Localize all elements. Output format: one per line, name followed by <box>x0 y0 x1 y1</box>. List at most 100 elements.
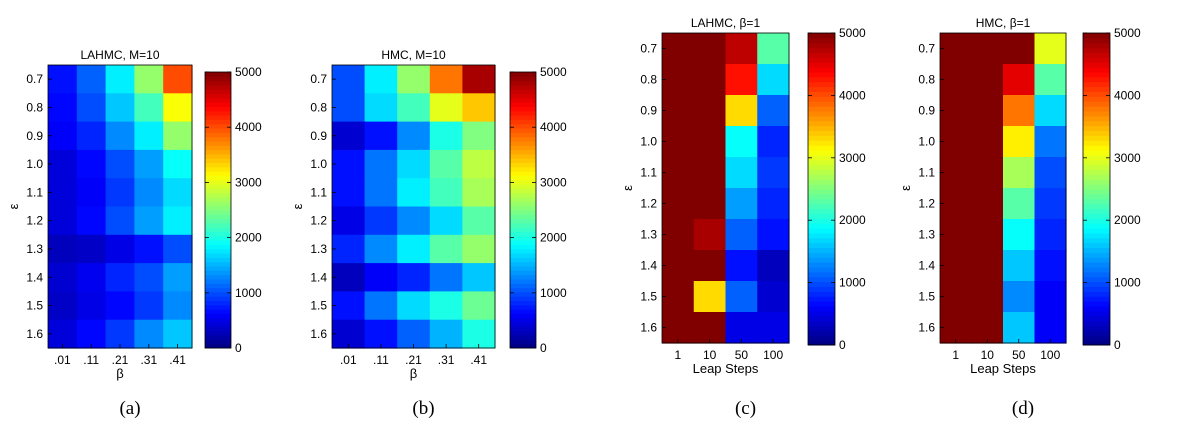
y-tick-label: 0.7 <box>640 42 657 56</box>
heatmap-cell <box>134 149 164 179</box>
heatmap-cell <box>429 121 463 151</box>
heatmap-cell <box>971 95 1004 127</box>
heatmap-panel-2: HMC, M=10 0.7 0.8 0.9 1.0 1.1 1.2 1.3 1.4 1.5 1.6.… <box>290 48 567 419</box>
y-tick-label: 0.9 <box>918 104 935 118</box>
y-tick-label: 1.3 <box>26 242 43 256</box>
y-tick-label: 0.7 <box>26 72 43 86</box>
heatmap-cell <box>105 319 135 349</box>
x-tick-label: .11 <box>373 353 389 367</box>
heatmap-cell <box>757 157 790 189</box>
heatmap-cell <box>757 33 790 65</box>
heatmap-cell <box>332 263 366 292</box>
heatmap-cell <box>725 33 758 65</box>
colorbar-tick-label: 3000 <box>839 151 866 165</box>
colorbar-tick-label: 5000 <box>235 65 262 79</box>
colorbar-tick-label: 3000 <box>540 175 567 189</box>
heatmap-cell <box>725 219 758 251</box>
heatmap-cell <box>397 65 431 94</box>
x-tick-label: .01 <box>340 353 357 367</box>
x-tick-label: 1 <box>952 348 959 362</box>
heatmap-cell <box>725 188 758 220</box>
heatmap-cell <box>397 206 431 236</box>
heatmap-cell <box>1003 126 1036 158</box>
heatmap-cell <box>725 281 758 313</box>
y-tick-label: 1.5 <box>310 299 327 313</box>
x-tick-label: .01 <box>54 353 71 367</box>
heatmap-cell <box>1003 250 1036 282</box>
heatmap-cell <box>105 149 135 179</box>
heatmap-cell <box>332 319 366 349</box>
colorbar-tick-label: 2000 <box>839 213 866 227</box>
heatmap-cell <box>48 121 78 151</box>
heatmap-cell <box>134 263 164 292</box>
heatmap-cell <box>76 149 107 179</box>
heatmap-cell <box>364 149 398 179</box>
heatmap-cell <box>163 263 193 292</box>
heatmap-cell <box>662 250 695 282</box>
heatmap-cell <box>163 206 193 236</box>
heatmap-cell <box>940 219 973 251</box>
y-axis-label: ε <box>898 185 913 191</box>
y-tick-label: 1.3 <box>310 242 327 256</box>
heatmap-cell <box>971 64 1004 96</box>
heatmap-cell <box>662 157 695 189</box>
heatmap-cell <box>364 65 398 94</box>
heatmap-cell <box>134 65 164 94</box>
heatmap-cell <box>940 64 973 96</box>
heatmap-cell <box>48 65 78 94</box>
y-tick-label: 0.8 <box>640 73 657 87</box>
heatmap-cell <box>134 206 164 236</box>
heatmap-cell <box>397 319 431 349</box>
y-tick-label: 1.4 <box>310 270 327 284</box>
heatmap-cell <box>1034 188 1067 220</box>
heatmap-cell <box>76 65 107 94</box>
x-tick-label: .21 <box>405 353 422 367</box>
heatmap-cell <box>48 291 78 321</box>
y-tick-label: 0.8 <box>918 73 935 87</box>
y-tick-label: 1.6 <box>918 321 935 335</box>
chart-title: LAHMC, β=1 <box>691 16 761 30</box>
heatmap-panel-1: LAHMC, M=10 0.7 0.8 0.9 1.0 1.1 1.2 1.3 1.4 1.5 1.… <box>6 48 262 419</box>
colorbar-tick-label: 2000 <box>540 231 567 245</box>
heatmap-cell <box>693 64 727 96</box>
y-tick-label: 1.0 <box>26 157 43 171</box>
x-axis-label: β <box>410 366 417 381</box>
heatmap-cell <box>76 291 107 321</box>
heatmap-cell <box>364 93 398 123</box>
heatmap-cell <box>163 121 193 151</box>
heatmap-cell <box>462 319 496 349</box>
heatmap-cell <box>971 126 1004 158</box>
heatmap-cell <box>462 149 496 179</box>
heatmap-cell <box>429 234 463 264</box>
heatmap-cell <box>662 312 695 344</box>
heatmap-cell <box>134 178 164 208</box>
x-tick-label: .31 <box>140 353 157 367</box>
y-tick-label: 1.1 <box>310 185 327 199</box>
x-axis-label: β <box>116 366 123 381</box>
heatmap-cell <box>971 219 1004 251</box>
chart-title: LAHMC, M=10 <box>80 48 159 62</box>
y-tick-label: 1.0 <box>918 135 935 149</box>
heatmap-cell <box>940 157 973 189</box>
heatmap-cell <box>1003 281 1036 313</box>
y-tick-label: 1.1 <box>640 166 657 180</box>
y-tick-label: 1.5 <box>26 299 43 313</box>
y-tick-label: 1.2 <box>310 214 327 228</box>
x-tick-label: 1 <box>675 348 682 362</box>
heatmap-cell <box>364 206 398 236</box>
heatmap-cell <box>662 126 695 158</box>
heatmap-cell <box>429 93 463 123</box>
y-tick-label: 0.9 <box>640 104 657 118</box>
heatmap-cell <box>364 234 398 264</box>
heatmap-cell <box>757 312 790 344</box>
x-tick-label: .21 <box>112 353 129 367</box>
heatmap-cell <box>1034 250 1067 282</box>
heatmap-cell <box>48 263 78 292</box>
y-tick-label: 0.7 <box>918 42 935 56</box>
colorbar-tick-label: 4000 <box>839 88 866 102</box>
heatmap-cell <box>364 319 398 349</box>
x-tick-label: 10 <box>703 348 717 362</box>
heatmap-cell <box>662 33 695 65</box>
heatmap-cell <box>1003 188 1036 220</box>
